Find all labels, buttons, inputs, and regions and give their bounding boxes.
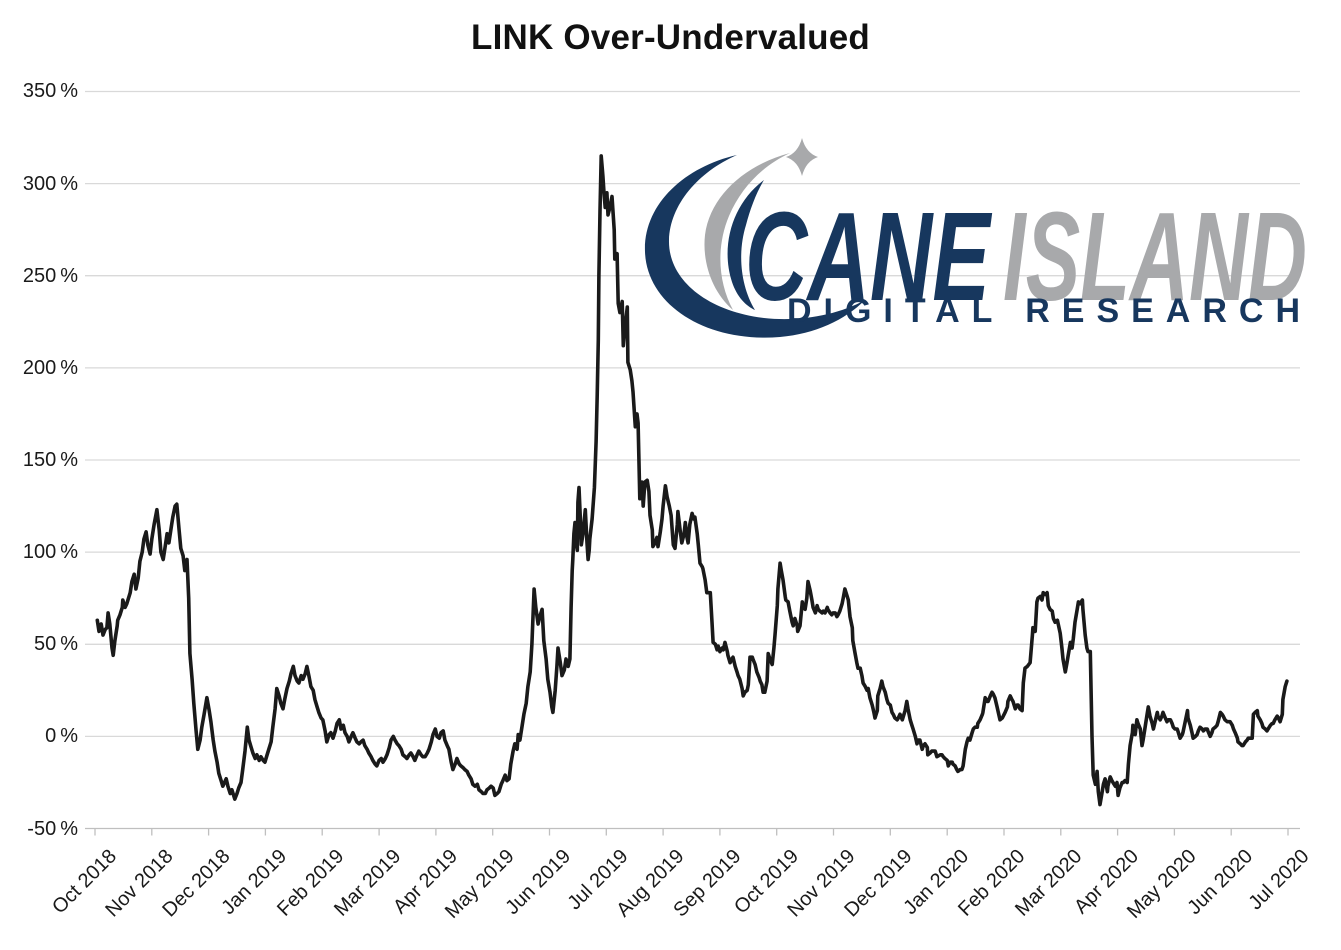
y-axis-label: -50 % — [27, 817, 78, 840]
logo-crescent-thin-navy-icon — [727, 180, 764, 310]
y-axis-label: 350 % — [22, 80, 78, 103]
logo-crescent-gray-icon — [704, 153, 790, 310]
logo-name-secondary: ISLAND — [1003, 186, 1307, 327]
y-axis-label: 150 % — [22, 448, 78, 471]
y-axis-label: 50 % — [33, 633, 78, 656]
logo-subtitle: DIGITAL RESEARCH — [787, 292, 1300, 330]
y-axis-label: 100 % — [22, 541, 78, 564]
y-axis-label: 0 % — [45, 725, 78, 748]
logo-name-primary: CANE — [745, 186, 993, 327]
series-line — [95, 154, 1289, 807]
logo-star-icon — [786, 138, 818, 176]
y-axis-label: 300 % — [22, 172, 78, 195]
y-axis-label: 200 % — [22, 356, 78, 379]
cane-island-logo: CANE ISLAND DIGITAL RESEARCH — [644, 138, 1307, 338]
chart-title: LINK Over-Undervalued — [470, 18, 870, 57]
y-axis-label: 250 % — [22, 264, 78, 287]
